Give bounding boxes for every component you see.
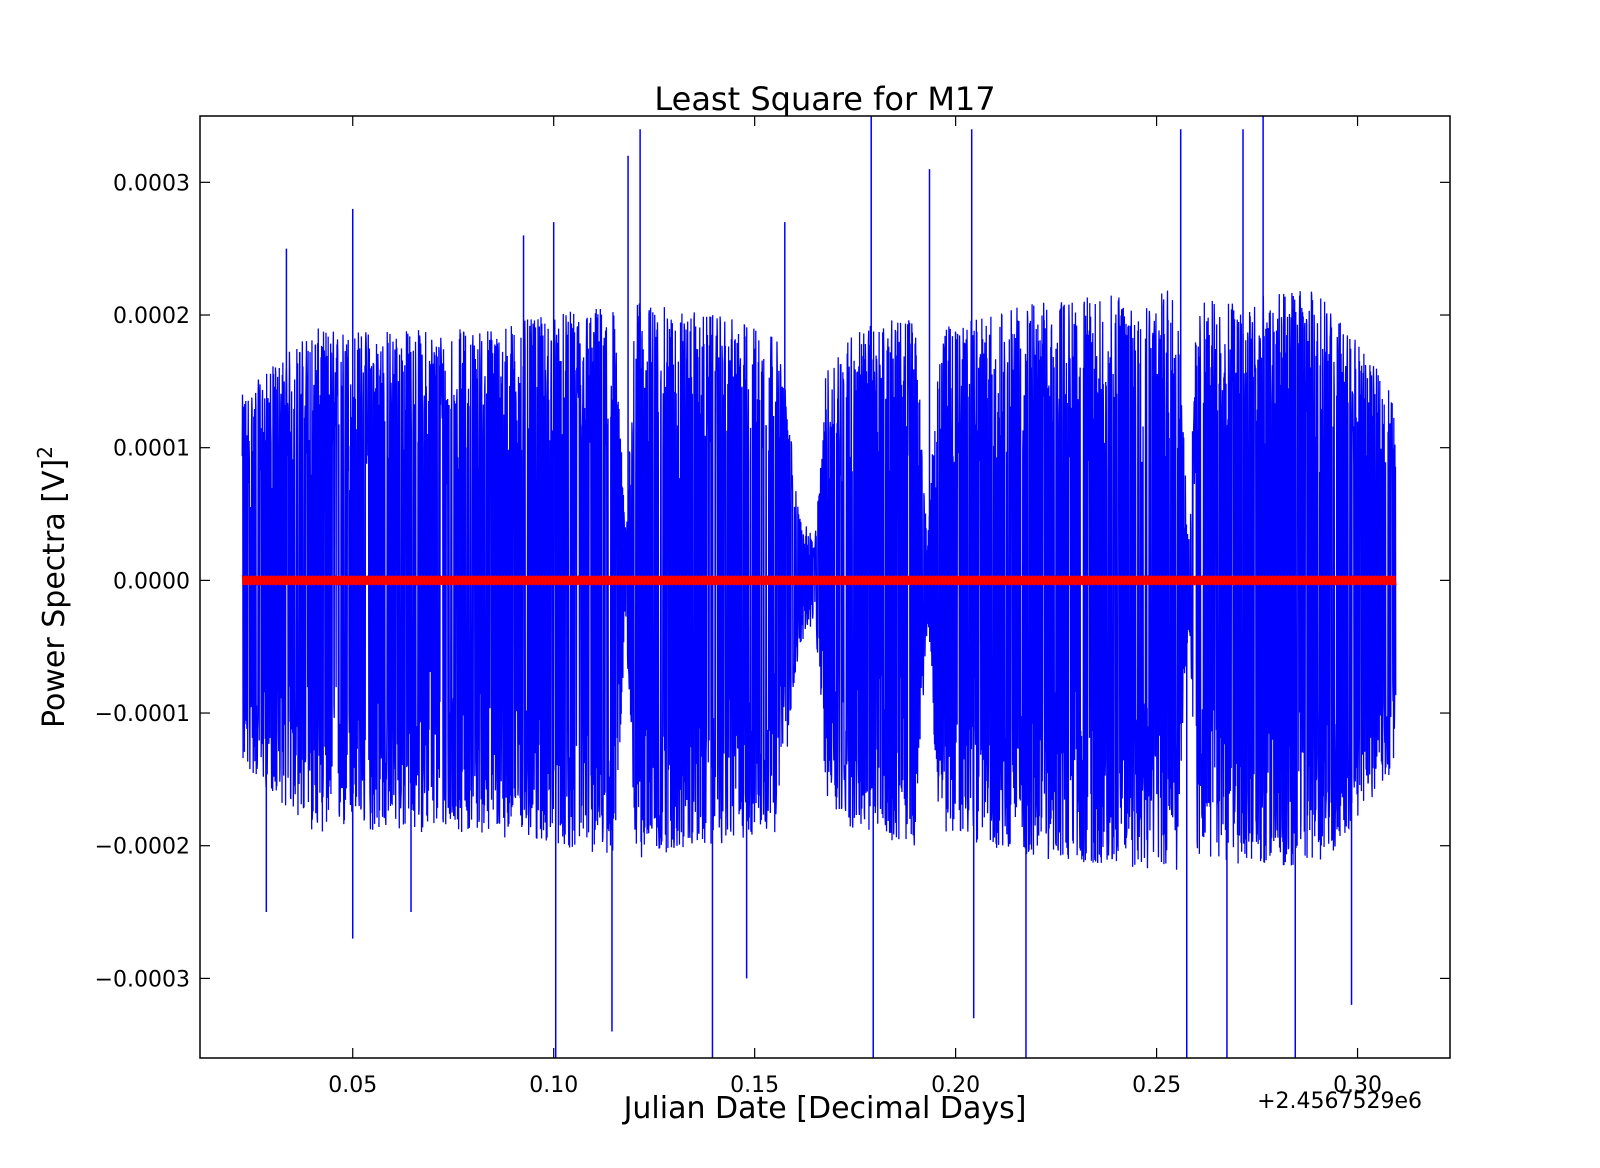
y-tick-label: −0.0002 (95, 835, 190, 860)
plot-area: 0.05 0.10 0.15 0.20 0.25 0.30 0.0003 0.0002 0.00… (95, 115, 1451, 1098)
y-tick-label: −0.0001 (95, 702, 190, 727)
x-tick-label: 0.15 (730, 1073, 779, 1098)
y-tick-label: 0.0003 (113, 171, 190, 196)
y-tick-label: 0.0002 (113, 304, 190, 329)
ticks-layer: 0.05 0.10 0.15 0.20 0.25 0.30 0.0003 0.0002 0.00… (95, 116, 1450, 1098)
y-axis-title-exponent: 2 (33, 446, 57, 459)
x-tick-label: 0.25 (1132, 1073, 1181, 1098)
x-tick-label: 0.05 (328, 1073, 377, 1098)
x-tick-label: 0.10 (529, 1073, 578, 1098)
series-blue-line (241, 290, 1397, 870)
series-red-markers (241, 575, 1397, 586)
y-tick-label: −0.0003 (95, 967, 190, 992)
x-tick-label: 0.30 (1333, 1073, 1382, 1098)
chart-title: Least Square for M17 (654, 80, 995, 118)
data-layer (241, 116, 1397, 1058)
y-axis-title-text: Power Spectra [V] (37, 459, 72, 728)
x-axis-offset-label: +2.4567529e6 (1257, 1089, 1422, 1114)
plot-frame (199, 115, 1451, 1059)
x-axis-title: Julian Date [Decimal Days] (622, 1091, 1027, 1126)
y-tick-label: 0.0000 (113, 569, 190, 594)
y-tick-label: 0.0001 (113, 437, 190, 462)
y-axis-title: Power Spectra [V]2 (33, 446, 72, 728)
x-tick-label: 0.20 (931, 1073, 980, 1098)
